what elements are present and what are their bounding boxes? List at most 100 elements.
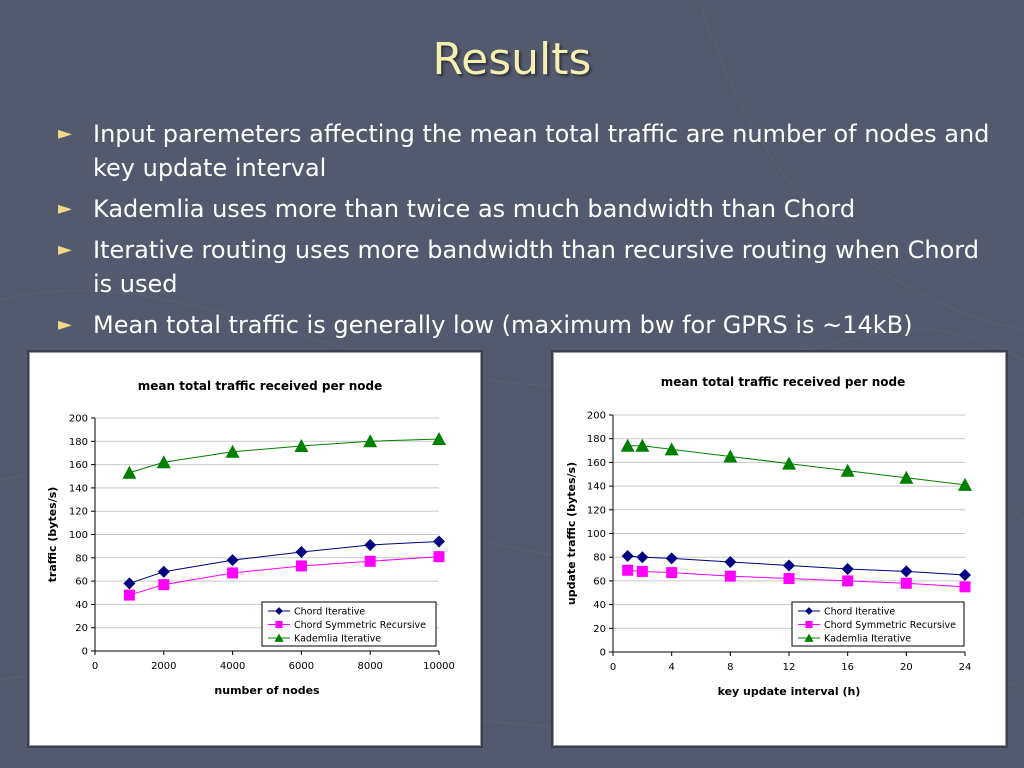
bullet-text: Kademlia uses more than twice as much ba… <box>93 195 856 223</box>
chart1-series-2 <box>123 551 445 601</box>
chart1-legend-marker <box>275 620 283 629</box>
bullet-arrow-icon: ► <box>58 123 72 144</box>
chart2-legend-label: Kademlia Iterative <box>824 634 911 645</box>
chart1-series-line <box>129 540 440 584</box>
chart2-data-point <box>724 555 737 568</box>
chart2-legend-box <box>791 601 965 647</box>
chart1-data-point <box>295 545 308 558</box>
chart2-legend: Chord Iterative Chord Symmetric Recursive… <box>791 601 965 647</box>
bullet-text: Mean total traffic is generally low (max… <box>93 311 913 339</box>
chart1-y-tick-label: 160 <box>69 460 88 471</box>
chart-nodes: mean total traffic received per node 0 20 4… <box>29 352 481 746</box>
chart2-data-point <box>636 551 649 564</box>
chart1-legend: Chord Iterative Chord Symmetric Recursive… <box>261 601 437 647</box>
slide-title: Results <box>432 34 592 85</box>
chart2-series-3 <box>620 438 972 491</box>
chart1-data-point <box>123 577 136 590</box>
chart2-y-tick-label: 120 <box>587 505 606 516</box>
bullet-item: ► Kademlia uses more than twice as much b… <box>54 192 994 226</box>
chart1-data-point <box>156 455 171 469</box>
chart2-y-tick-label: 100 <box>587 529 606 540</box>
chart1-legend-marker <box>275 607 283 615</box>
chart1-x-tick-label: 4000 <box>220 661 245 672</box>
chart1-data-point <box>294 438 309 452</box>
chart1-y-tick-label: 200 <box>69 414 88 425</box>
chart1-data-point <box>363 434 378 448</box>
chart1-data-point <box>364 555 376 567</box>
chart2-y-axis-label: update traffic (bytes/s) <box>565 462 578 605</box>
chart2-x-axis-label: key update interval (h) <box>718 685 861 698</box>
bullet-arrow-icon: ► <box>58 314 72 335</box>
chart1-data-point <box>122 465 137 479</box>
chart1-series-1 <box>123 535 445 590</box>
chart1-legend-label: Kademlia Iterative <box>294 634 381 645</box>
chart1-data-point <box>158 579 170 591</box>
chart1-y-tick-label: 180 <box>69 437 88 448</box>
chart1-y-tick-label: 100 <box>69 530 88 541</box>
chart2-y-tick-label: 140 <box>587 482 606 493</box>
chart1-legend-label: Chord Iterative <box>294 607 365 618</box>
chart2-x-tick-label: 0 <box>610 662 616 673</box>
chart2-data-point <box>840 463 855 477</box>
chart2-series-line <box>627 445 966 486</box>
chart-update-interval: mean total traffic received per node 0 20 4… <box>553 352 1006 746</box>
chart2-x-tick-label: 4 <box>668 662 674 673</box>
chart2-y-tick-label: 60 <box>593 576 606 587</box>
chart2-data-point <box>959 581 971 593</box>
chart2-legend-marker <box>804 633 814 642</box>
chart1-data-point <box>227 567 239 579</box>
bullet-item: ► Iterative routing uses more bandwidth t… <box>54 233 994 301</box>
chart1-data-point <box>226 554 239 567</box>
chart1-legend-label: Chord Symmetric Recursive <box>294 620 426 631</box>
chart1-y-tick-label: 0 <box>82 647 88 658</box>
chart2-data-point <box>900 565 913 578</box>
chart1-data-point <box>364 538 377 551</box>
chart1-x-tick-label: 0 <box>92 661 98 672</box>
chart1-x-tick-label: 8000 <box>357 661 382 672</box>
chart-nodes-svg: mean total traffic received per node 0 20 4… <box>46 379 455 697</box>
chart2-series-2 <box>622 564 971 593</box>
chart2-x-tick-label: 16 <box>841 662 854 673</box>
chart1-y-tick-label: 120 <box>69 507 88 518</box>
chart1-y-tick-label: 60 <box>75 577 88 588</box>
chart2-data-point <box>665 552 678 565</box>
chart2-y-tick-label: 0 <box>600 648 606 659</box>
chart1-y-axis-label: traffic (bytes/s) <box>46 487 59 583</box>
chart1-legend-marker <box>274 633 284 642</box>
chart1-series-line <box>129 438 440 474</box>
chart1-legend-box <box>261 601 437 647</box>
chart-update-interval-svg: mean total traffic received per node 0 20 4… <box>565 375 972 698</box>
bullet-item: ► Input paremeters affecting the mean tot… <box>54 117 994 185</box>
chart1-y-tick-label: 40 <box>75 600 88 611</box>
chart1-title: mean total traffic received per node <box>138 379 382 393</box>
chart2-data-point <box>622 564 634 576</box>
chart2-legend-label: Chord Symmetric Recursive <box>824 620 956 631</box>
chart1-y-tick-label: 20 <box>75 623 88 634</box>
chart2-x-tick-label: 20 <box>900 662 913 673</box>
chart2-legend-marker <box>805 607 813 615</box>
chart2-data-point <box>782 456 796 470</box>
chart2-y-tick-label: 20 <box>593 624 606 635</box>
chart2-data-point <box>664 442 679 456</box>
chart1-data-point <box>123 589 135 601</box>
chart2-data-point <box>899 470 914 484</box>
chart2-x-tick-label: 8 <box>727 662 733 673</box>
bullet-list: ► Input paremeters affecting the mean tot… <box>54 117 994 349</box>
chart2-data-point <box>635 438 650 452</box>
chart2-y-tick-label: 180 <box>587 434 606 445</box>
chart1-series-3 <box>122 431 446 479</box>
chart1-data-point <box>432 431 446 445</box>
chart2-data-point <box>841 563 854 576</box>
bullet-arrow-icon: ► <box>58 198 72 219</box>
chart2-x-tick-label: 24 <box>959 662 972 673</box>
chart1-data-point <box>225 444 240 458</box>
chart2-legend-marker <box>805 620 813 629</box>
chart2-data-point <box>958 477 972 491</box>
chart2-data-point <box>636 565 648 577</box>
chart2-x-tick-label: 12 <box>783 662 796 673</box>
chart2-y-tick-label: 40 <box>593 600 606 611</box>
chart1-data-point <box>433 551 445 563</box>
chart2-data-point <box>783 559 795 572</box>
chart2-data-point <box>666 567 678 579</box>
chart1-data-point <box>295 560 307 572</box>
